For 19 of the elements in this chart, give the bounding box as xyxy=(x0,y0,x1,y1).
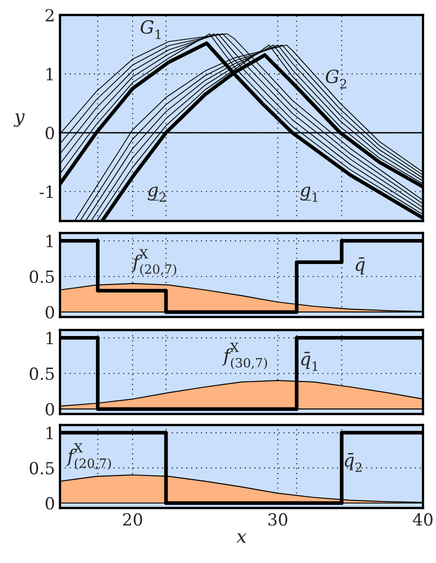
y-tick-label: 1 xyxy=(46,68,53,80)
annotation: q̄ xyxy=(356,257,365,275)
y-tick-label: -1 xyxy=(40,186,53,198)
x-tick-label: 20 xyxy=(123,513,142,526)
x-tick-label: 30 xyxy=(268,513,288,526)
y-tick-label: 1 xyxy=(46,234,53,248)
y-tick-label: 0 xyxy=(46,306,54,319)
y-tick-label: 0 xyxy=(46,402,54,416)
y-tick-label: 0.5 xyxy=(30,367,54,380)
y-tick-label: 0.5 xyxy=(30,462,54,474)
y-tick-label: 1 xyxy=(46,426,53,440)
y-tick-label: 0.5 xyxy=(30,270,54,283)
y-tick-label: 1 xyxy=(46,332,53,344)
y-tick-label: 2 xyxy=(46,8,54,22)
y-tick-label: 0 xyxy=(46,497,54,510)
x-axis-title: x xyxy=(236,533,246,543)
y-tick-label: 0 xyxy=(46,126,54,140)
y-axis-title: y xyxy=(14,113,25,127)
x-tick-label: 40 xyxy=(412,513,432,526)
